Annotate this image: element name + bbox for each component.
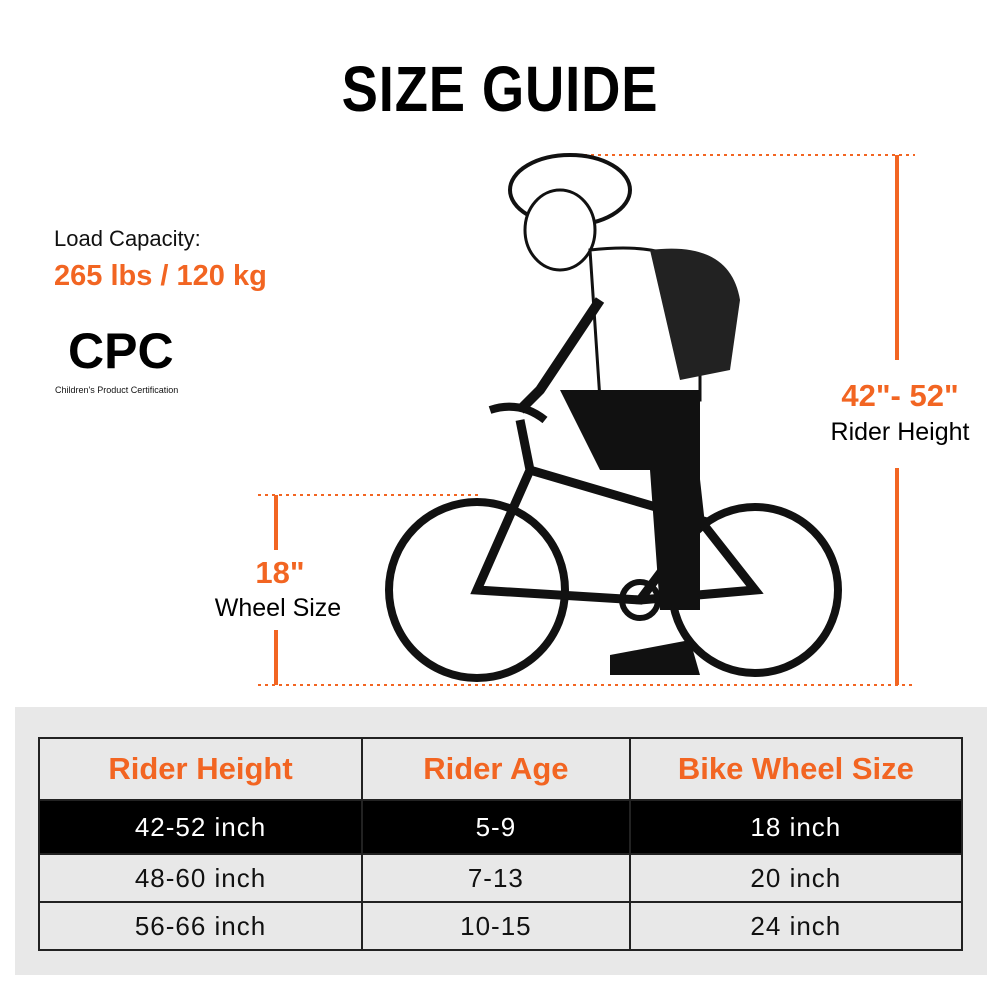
load-capacity-value: 265 lbs / 120 kg bbox=[54, 260, 267, 292]
table-row: 48-60 inch 7-13 20 inch bbox=[37, 853, 964, 903]
cell-rider-age: 10-15 bbox=[361, 901, 631, 951]
load-capacity-label: Load Capacity: bbox=[54, 226, 201, 251]
cell-rider-age: 5-9 bbox=[361, 799, 631, 855]
rider bbox=[508, 153, 740, 675]
cell-wheel-size: 24 inch bbox=[628, 901, 964, 951]
cell-wheel-size: 18 inch bbox=[628, 799, 964, 855]
cell-rider-height: 42-52 inch bbox=[37, 799, 364, 855]
table-row: 42-52 inch 5-9 18 inch bbox=[37, 799, 964, 855]
cell-rider-height: 56-66 inch bbox=[37, 901, 364, 951]
rider-height-value: 42"- 52" bbox=[841, 378, 959, 413]
dimension-lines bbox=[258, 154, 915, 686]
cpc-logo: CPC bbox=[68, 323, 174, 379]
wheel-size-label: Wheel Size bbox=[214, 594, 342, 622]
cell-rider-height: 48-60 inch bbox=[37, 853, 364, 903]
page-title: SIZE GUIDE bbox=[341, 53, 659, 125]
cpc-caption: Children's Product Certification bbox=[55, 385, 179, 395]
cell-rider-age: 7-13 bbox=[361, 853, 631, 903]
bike-illustration bbox=[258, 153, 915, 686]
size-table: Rider Height Rider Age Bike Wheel Size 4… bbox=[37, 737, 964, 951]
header-rider-age: Rider Age bbox=[361, 737, 631, 801]
table-header-row: Rider Height Rider Age Bike Wheel Size bbox=[37, 737, 964, 801]
header-wheel-size: Bike Wheel Size bbox=[628, 737, 964, 801]
header-rider-height: Rider Height bbox=[37, 737, 364, 801]
table-row: 56-66 inch 10-15 24 inch bbox=[37, 901, 964, 951]
cell-wheel-size: 20 inch bbox=[628, 853, 964, 903]
rider-height-label: Rider Height bbox=[830, 418, 970, 446]
wheel-size-value: 18" bbox=[255, 555, 305, 590]
